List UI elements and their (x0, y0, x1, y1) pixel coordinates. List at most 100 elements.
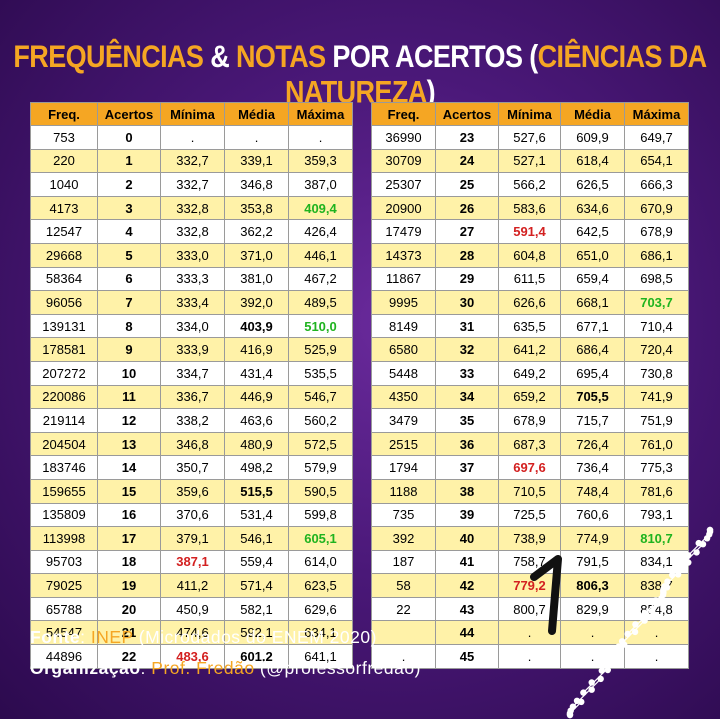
media-cell: 515,5 (224, 478, 289, 504)
max-cell: 649,7 (624, 125, 689, 150)
min-cell: 333,0 (160, 242, 225, 268)
media-cell: 480,9 (224, 431, 289, 457)
table-row: 1188 38 710,5 748,4 781,6 (371, 478, 689, 504)
freq-cell: 113998 (30, 526, 98, 551)
max-cell: 751,9 (624, 408, 689, 433)
min-cell: 334,7 (160, 360, 225, 386)
min-cell: 336,7 (160, 384, 225, 410)
table-row: 65788 20 450,9 582,1 629,6 (30, 596, 353, 622)
freq-cell: 36990 (371, 125, 436, 150)
min-cell: 411,2 (160, 573, 225, 598)
max-cell: 741,9 (624, 384, 689, 410)
min-cell: 387,1 (160, 549, 225, 575)
table-row: 29668 5 333,0 371,0 446,1 (30, 242, 353, 268)
table-row: 219114 12 338,2 463,6 560,2 (30, 408, 353, 433)
table-row: 22 43 800,7 829,9 854,8 (371, 596, 689, 622)
min-cell: 678,9 (498, 408, 561, 433)
freq-cell: 753 (30, 125, 98, 150)
table-left-body: 753 0... 220 1 332,7 339,1 359,3 1040 2 332,7 346,… (30, 125, 353, 669)
table-row: 4350 34 659,2 705,5 741,9 (371, 384, 689, 410)
max-cell: 838,7 (624, 573, 689, 598)
media-cell: 392,0 (224, 290, 289, 315)
acertos-cell: 15 (97, 478, 161, 504)
table-row: 159655 15 359,6 515,5 590,5 (30, 478, 353, 504)
acertos-cell: 38 (435, 478, 499, 504)
freq-cell: 25307 (371, 172, 436, 197)
max-cell: 572,5 (288, 431, 353, 457)
freq-cell: 1188 (371, 478, 436, 504)
table-row: 30709 24 527,1 618,4 654,1 (371, 148, 689, 174)
min-cell: 687,3 (498, 431, 561, 457)
acertos-cell: 17 (97, 526, 161, 551)
max-cell: 605,1 (288, 526, 353, 551)
table-row: 6580 32 641,2 686,4 720,4 (371, 337, 689, 362)
acertos-cell: 32 (435, 337, 499, 362)
acertos-cell: 9 (97, 337, 161, 362)
table-row: 95703 18 387,1 559,4 614,0 (30, 549, 353, 575)
header-minima: Mínima (498, 102, 561, 126)
min-cell: 333,4 (160, 290, 225, 315)
table-row: 20900 26 583,6 634,6 670,9 (371, 195, 689, 221)
acertos-cell: 2 (97, 172, 161, 197)
freq-cell: 29668 (30, 242, 98, 268)
acertos-cell: 5 (97, 242, 161, 268)
header-acertos: Acertos (97, 102, 161, 126)
freq-cell: 178581 (30, 337, 98, 362)
max-cell: 535,5 (288, 360, 353, 386)
acertos-cell: 23 (435, 125, 499, 150)
footer-source-sep: : (80, 627, 91, 647)
table-row: 79025 19 411,2 571,4 623,5 (30, 573, 353, 598)
media-cell: 339,1 (224, 148, 289, 174)
min-cell: . (498, 644, 561, 669)
media-cell: 546,1 (224, 526, 289, 551)
min-cell: 659,2 (498, 384, 561, 410)
acertos-cell: 36 (435, 431, 499, 457)
header-acertos: Acertos (435, 102, 499, 126)
table-row: 2515 36 687,3 726,4 761,0 (371, 431, 689, 457)
table-row: 96056 7 333,4 392,0 489,5 (30, 290, 353, 315)
max-cell: 510,0 (288, 313, 353, 339)
table-row: 204504 13 346,8 480,9 572,5 (30, 431, 353, 457)
freq-cell: 54547 (30, 620, 98, 646)
max-cell: 678,9 (624, 219, 689, 244)
media-cell: 531,4 (224, 502, 289, 528)
media-cell: 592,1 (224, 620, 289, 646)
max-cell: 489,5 (288, 290, 353, 315)
footer-source-value: INEP (90, 627, 134, 647)
freq-cell: 20900 (371, 195, 436, 221)
acertos-cell: 1 (97, 148, 161, 174)
acertos-cell: 6 (97, 266, 161, 292)
freq-cell: 135809 (30, 502, 98, 528)
footer-organization: Organização: Prof. Fredão (@professorfre… (30, 658, 421, 679)
acertos-cell: 14 (97, 455, 161, 480)
max-cell: 629,6 (288, 596, 353, 622)
footer-org-sep: : (140, 658, 152, 678)
min-cell: 332,7 (160, 148, 225, 174)
title-part-1: FREQUÊNCIAS (13, 39, 204, 74)
min-cell: 338,2 (160, 408, 225, 433)
max-cell: 426,4 (288, 219, 353, 244)
header-freq: Freq. (371, 102, 436, 126)
freq-cell: 2515 (371, 431, 436, 457)
table-row: 5448 33 649,2 695,4 730,8 (371, 360, 689, 386)
table-right-body: 36990 23 527,6 609,9 649,7 30709 24 527,1 618,4 6… (371, 125, 689, 669)
table-row: 12547 4 332,8 362,2 426,4 (30, 219, 353, 244)
acertos-cell: 11 (97, 384, 161, 410)
min-cell: 474,6 (160, 620, 225, 646)
table-row: 36990 23 527,6 609,9 649,7 (371, 125, 689, 150)
freq-cell: 204504 (30, 431, 98, 457)
min-cell: 527,6 (498, 125, 561, 150)
freq-cell: 8149 (371, 313, 436, 339)
max-cell: 387,0 (288, 172, 353, 197)
media-cell: 791,5 (560, 549, 625, 575)
min-cell: 527,1 (498, 148, 561, 174)
acertos-cell: 43 (435, 596, 499, 622)
max-cell: 614,0 (288, 549, 353, 575)
min-cell: 483,6 (160, 644, 225, 669)
media-cell: 431,4 (224, 360, 289, 386)
title-amp: & (203, 39, 237, 74)
min-cell: 604,8 (498, 242, 561, 268)
freq-cell: 96056 (30, 290, 98, 315)
freq-cell: . (371, 644, 436, 669)
table-row: 753 0... (30, 125, 353, 150)
